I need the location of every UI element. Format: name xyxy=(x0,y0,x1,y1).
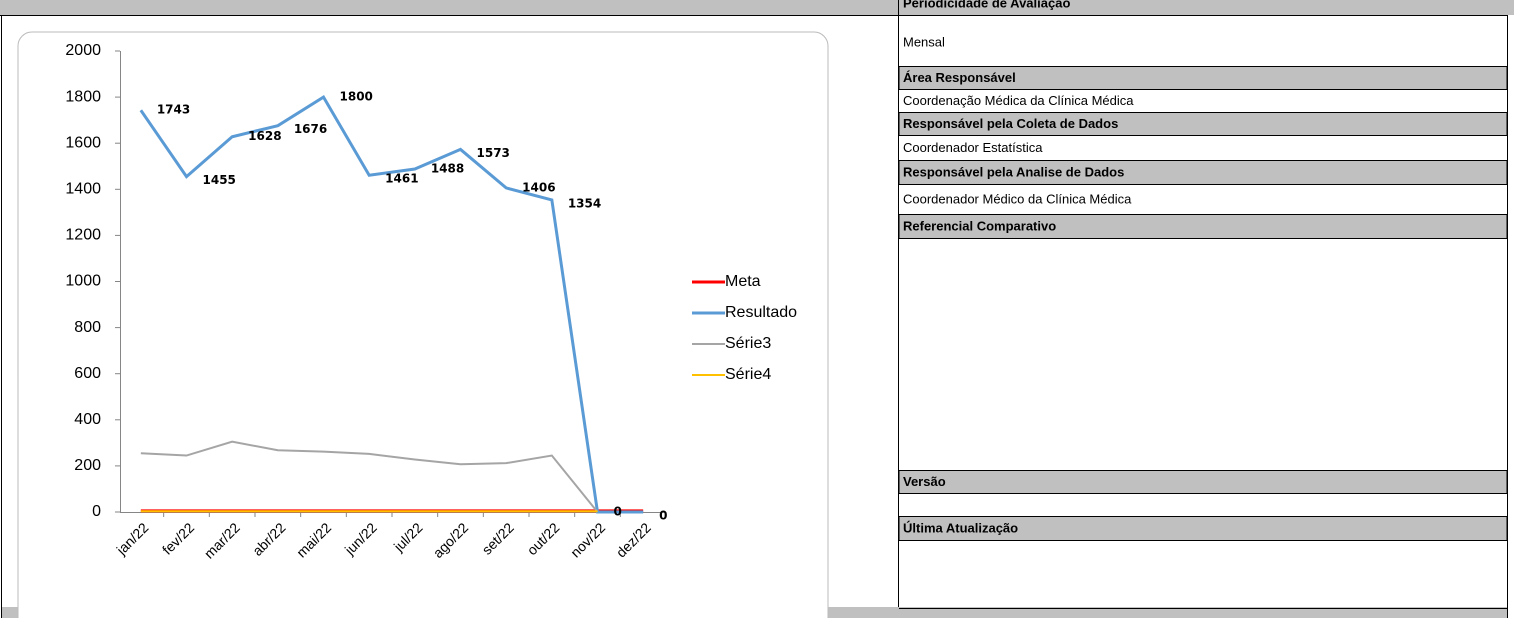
data-label: 1406 xyxy=(522,180,555,194)
section-header-bg xyxy=(898,160,1508,185)
section-header-bg xyxy=(898,112,1508,136)
y-tick-label: 1400 xyxy=(65,181,101,198)
section-header: Versão xyxy=(903,474,946,489)
section-value: Coordenador Médico da Clínica Médica xyxy=(903,191,1132,206)
section-header: Periodicidade de Avaliação xyxy=(903,0,1070,10)
y-tick-label: 1200 xyxy=(65,227,101,244)
side-panel: Periodicidade de Avaliação Mensal Área Res… xyxy=(898,0,1508,609)
y-tick-label: 0 xyxy=(92,503,101,520)
data-label: 1628 xyxy=(248,129,281,143)
chart-frame xyxy=(17,31,829,623)
y-tick-label: 1000 xyxy=(65,273,101,290)
section-header: Responsável pela Analise de Dados xyxy=(903,164,1124,179)
legend-label: Série3 xyxy=(725,335,771,352)
data-label: 1461 xyxy=(385,172,418,186)
data-label: 1354 xyxy=(568,196,601,210)
data-label: 1488 xyxy=(431,162,464,176)
y-tick-label: 800 xyxy=(74,319,101,336)
data-label: 1800 xyxy=(340,90,373,104)
section-header-bg xyxy=(898,66,1508,90)
y-tick-label: 1800 xyxy=(65,88,101,105)
section-value: Mensal xyxy=(903,34,945,49)
data-label: 0 xyxy=(659,509,667,523)
section-header-bg xyxy=(898,214,1508,239)
y-tick-label: 200 xyxy=(74,457,101,474)
data-label: 1676 xyxy=(294,122,327,136)
section-header: Referencial Comparativo xyxy=(903,218,1056,233)
data-label: 1743 xyxy=(157,103,190,117)
section-header-bg xyxy=(898,470,1508,494)
section-header-bg xyxy=(899,0,1507,15)
legend-label: Meta xyxy=(725,273,761,290)
series-line xyxy=(140,440,599,513)
y-tick-label: 600 xyxy=(74,365,101,382)
section-header-bg xyxy=(898,516,1508,541)
data-label: 0 xyxy=(614,505,622,519)
y-tick-label: 2000 xyxy=(65,42,101,59)
data-label: 1573 xyxy=(477,146,510,160)
y-tick-label: 400 xyxy=(74,411,101,428)
legend-label: Resultado xyxy=(725,304,797,321)
section-value: Coordenação Médica da Clínica Médica xyxy=(903,93,1134,108)
data-label: 1455 xyxy=(203,173,236,187)
section-header: Última Atualização xyxy=(903,520,1018,535)
section-header: Área Responsável xyxy=(903,70,1016,85)
series-line xyxy=(139,95,644,514)
section-header: Responsável pela Coleta de Dados xyxy=(903,116,1118,131)
section-value: Coordenador Estatística xyxy=(903,140,1043,155)
legend-label: Série4 xyxy=(725,366,771,383)
y-tick-label: 1600 xyxy=(65,134,101,151)
